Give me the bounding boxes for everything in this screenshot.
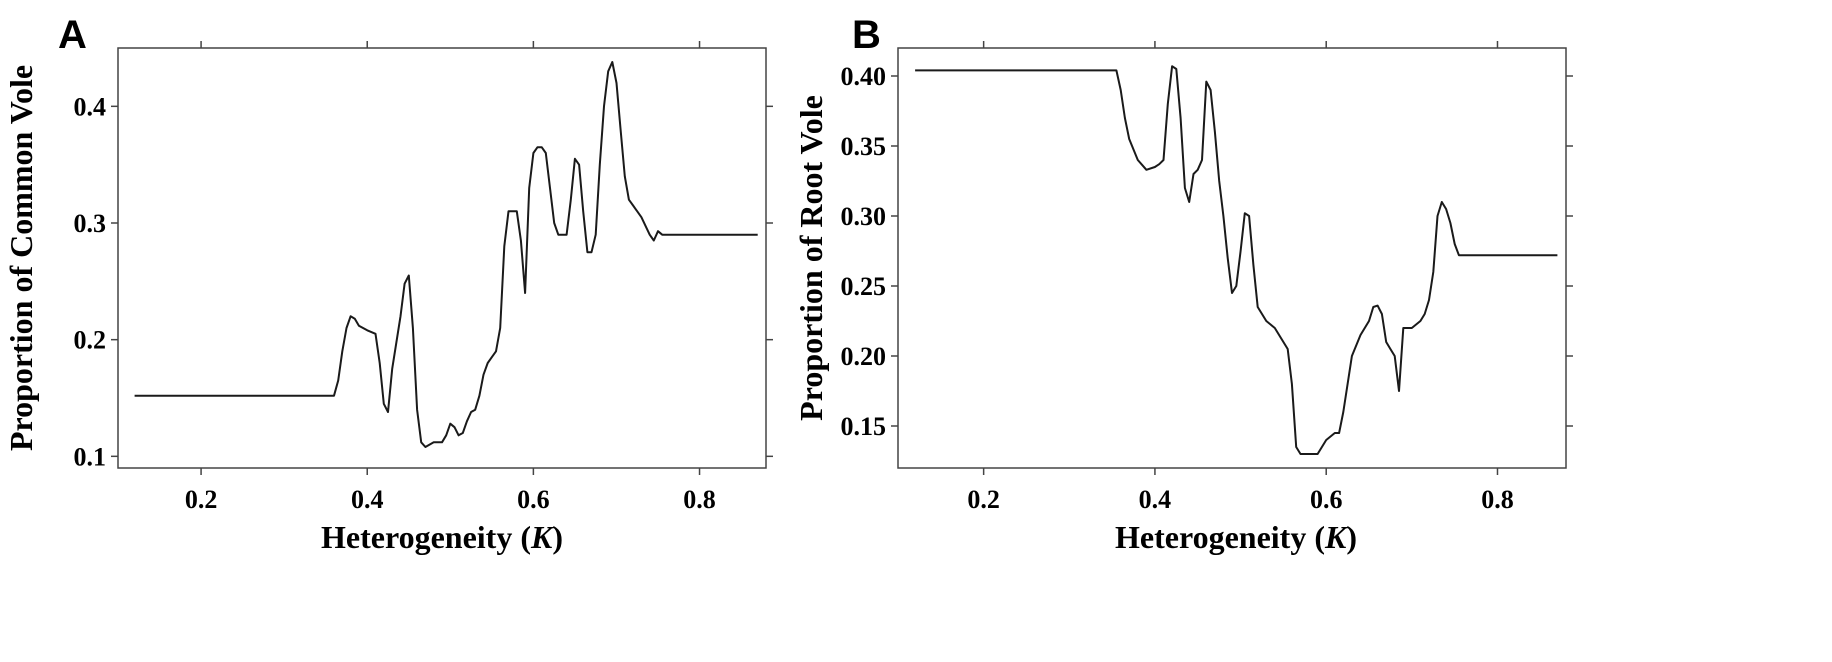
x-tick-label: 0.8 <box>1481 485 1514 514</box>
x-tick-label: 0.2 <box>185 485 218 514</box>
x-axis-label-end: ) <box>1346 519 1357 555</box>
x-axis-label-variable: K <box>530 519 555 555</box>
x-tick-label: 0.2 <box>967 485 1000 514</box>
x-axis-label-variable: K <box>1324 519 1349 555</box>
x-tick-label: 0.6 <box>1310 485 1343 514</box>
x-axis-label-main: Heterogeneity ( <box>321 519 531 555</box>
y-axis-label: Proportion of Root Vole <box>793 95 829 421</box>
y-tick-label: 0.30 <box>841 202 887 231</box>
y-tick-label: 0.3 <box>74 209 107 238</box>
series-line <box>134 61 758 448</box>
y-tick-label: 0.1 <box>74 442 107 471</box>
panel-letter: B <box>852 13 881 57</box>
y-tick-label: 0.15 <box>841 412 887 441</box>
panel-b: B 0.2 0.4 0.6 0.8 0.15 0.20 0.25 0.30 0.35 0.40 Het… <box>793 13 1573 555</box>
x-tick-label: 0.4 <box>1139 485 1172 514</box>
x-tick-label: 0.4 <box>351 485 384 514</box>
y-tick-label: 0.35 <box>841 132 887 161</box>
x-axis-label: Heterogeneity (K) <box>321 519 563 555</box>
panel-a: A 0.2 0.4 0.6 0.8 0.1 0.2 0.3 0.4 Heterogeneity (… <box>3 13 773 555</box>
panel-letter: A <box>58 13 87 57</box>
y-tick-label: 0.40 <box>841 62 887 91</box>
y-tick-label: 0.20 <box>841 342 887 371</box>
y-tick-label: 0.25 <box>841 272 887 301</box>
y-tick-label: 0.2 <box>74 326 107 355</box>
x-tick-label: 0.8 <box>683 485 716 514</box>
plot-frame <box>117 47 767 469</box>
y-axis-label: Proportion of Common Vole <box>3 65 39 451</box>
plot-frame <box>897 47 1567 469</box>
x-axis-label-main: Heterogeneity ( <box>1115 519 1325 555</box>
x-axis-label-end: ) <box>552 519 563 555</box>
y-tick-label: 0.4 <box>74 92 107 121</box>
x-axis-label: Heterogeneity (K) <box>1115 519 1357 555</box>
series-line <box>915 65 1558 455</box>
x-tick-label: 0.6 <box>517 485 550 514</box>
